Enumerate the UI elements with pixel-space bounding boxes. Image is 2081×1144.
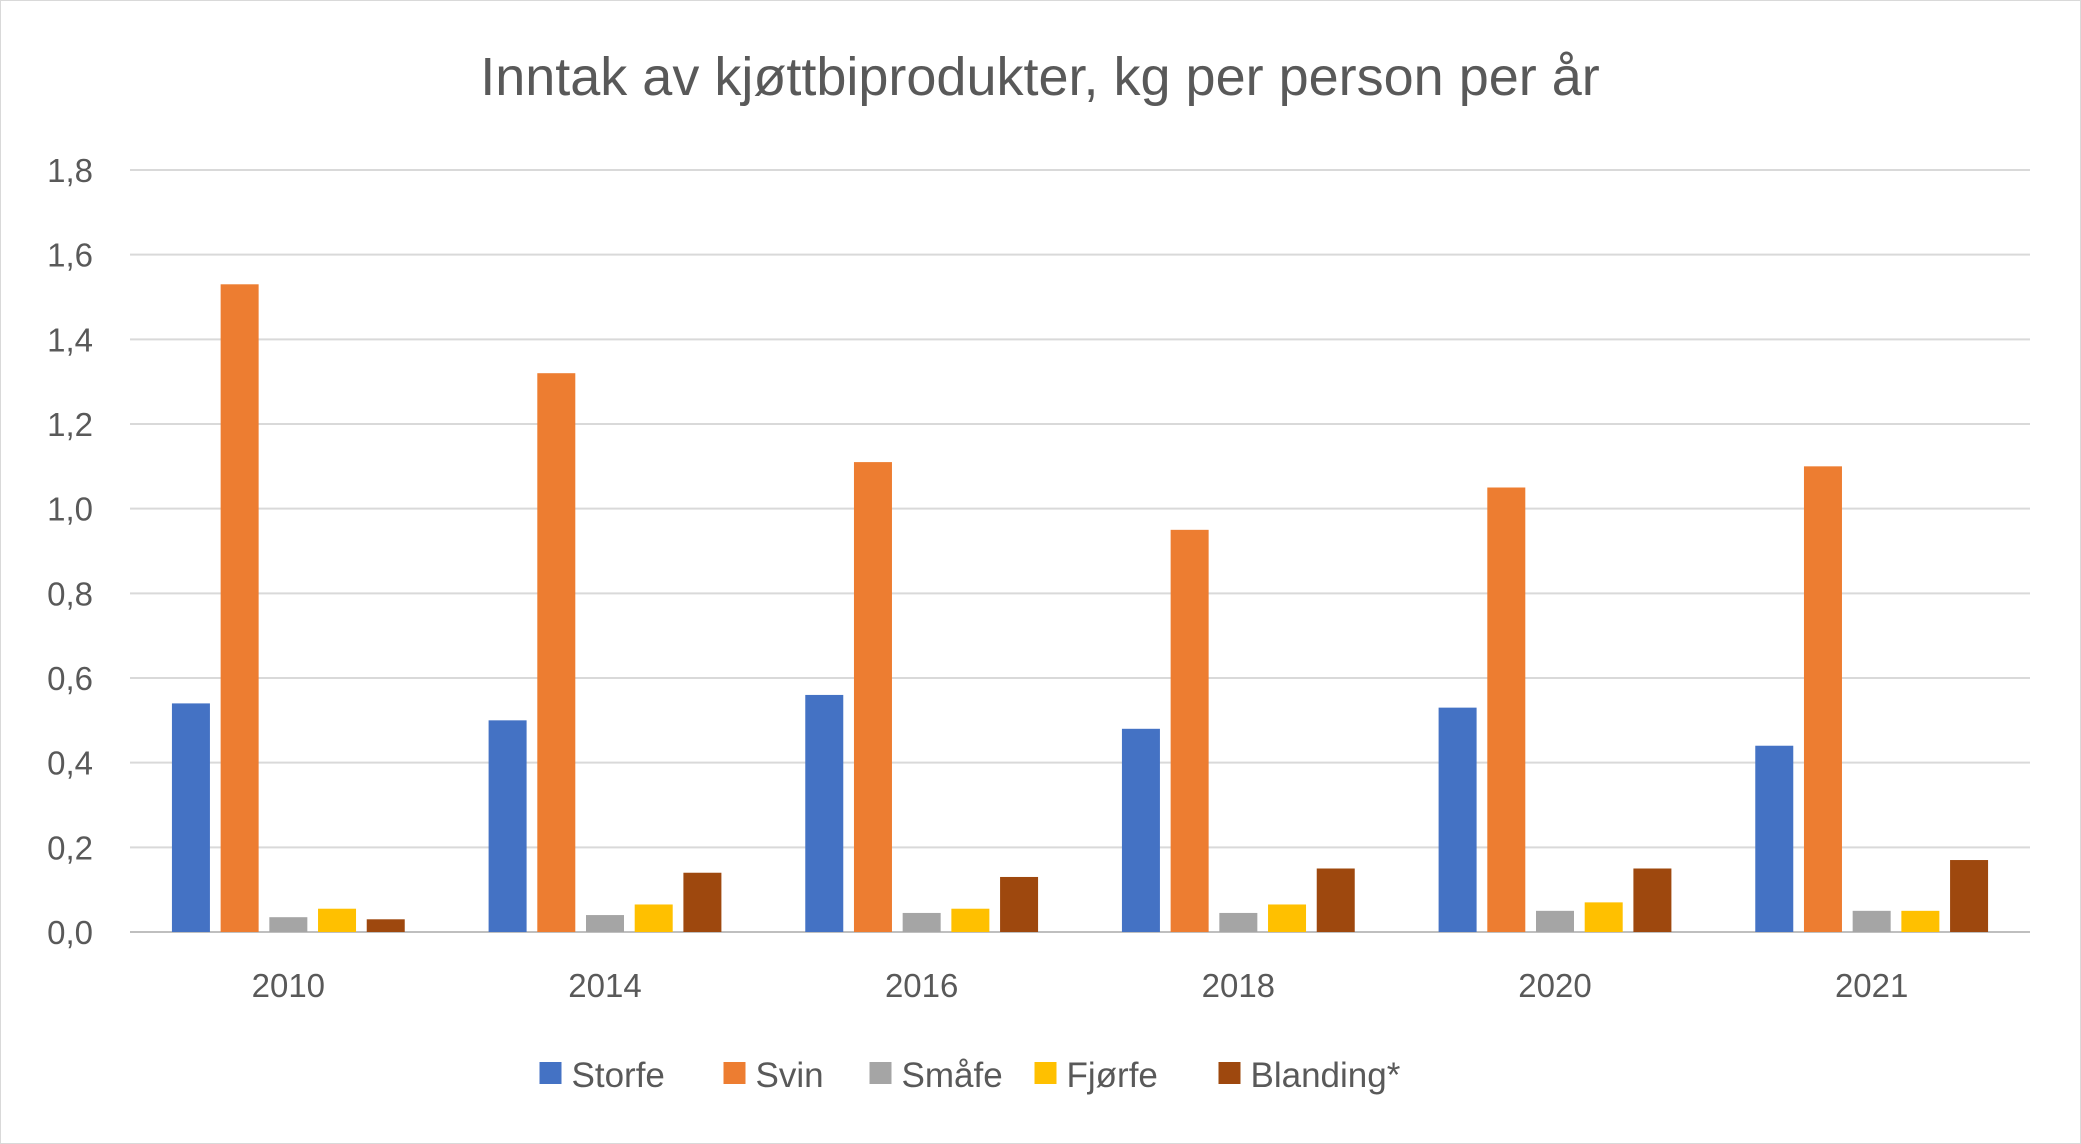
bar-svin-2020 (1487, 487, 1526, 932)
chart-title: Inntak av kjøttbiprodukter, kg per perso… (480, 47, 1600, 107)
bar-smfe-2014 (586, 915, 624, 932)
y-axis: 0,0 0,2 0,4 0,6 0,8 1,0 1,2 1,4 1,6 1,8 (47, 152, 93, 951)
legend-swatch (1218, 1062, 1241, 1084)
bar-storfe-2020 (1438, 707, 1477, 932)
legend-label: Svin (756, 1056, 824, 1095)
bar-blanding-2021 (1950, 860, 1989, 932)
legend-label: Fjørfe (1067, 1056, 1158, 1095)
y-tick-label: 0,4 (47, 745, 93, 782)
bar-smfe-2016 (902, 912, 941, 932)
bar-storfe-2018 (1121, 728, 1160, 932)
y-tick-label: 0,2 (47, 829, 93, 866)
bar-fjrfe-2010 (318, 908, 357, 932)
y-tick-label: 1,0 (47, 491, 93, 528)
x-tick-label: 2010 (252, 967, 325, 1004)
y-tick-label: 1,6 (47, 237, 93, 274)
bar-blanding-2018 (1316, 868, 1355, 932)
bar-svin-2021 (1803, 466, 1842, 932)
legend-label: Storfe (572, 1056, 665, 1095)
bar-blanding-2020 (1633, 868, 1672, 932)
bar-smfe-2021 (1852, 910, 1891, 932)
x-tick-label: 2021 (1835, 967, 1908, 1004)
bar-storfe-2021 (1755, 745, 1794, 932)
bar-storfe-2010 (171, 703, 210, 932)
bar-fjrfe-2016 (951, 908, 990, 932)
y-tick-label: 1,8 (47, 152, 93, 189)
y-tick-label: 0,0 (47, 914, 93, 951)
bar-smfe-2018 (1219, 912, 1258, 932)
y-tick-label: 0,8 (47, 575, 93, 612)
bar-fjrfe-2014 (634, 904, 673, 932)
x-axis: 2010 2014 2016 2018 2020 2021 (252, 967, 1909, 1004)
legend-swatch (539, 1062, 562, 1084)
x-tick-label: 2018 (1202, 967, 1275, 1004)
legend-swatch (1034, 1062, 1057, 1084)
bar-fjrfe-2020 (1584, 902, 1623, 932)
bar-svin-2014 (537, 373, 576, 932)
x-tick-label: 2016 (885, 967, 958, 1004)
legend-swatch (869, 1062, 892, 1084)
bar-smfe-2020 (1536, 910, 1574, 932)
legend-label: Blanding* (1251, 1056, 1401, 1095)
legend-label: Småfe (902, 1056, 1003, 1095)
bar-svin-2018 (1170, 529, 1209, 932)
bar-blanding-2016 (1000, 876, 1039, 932)
bar-svin-2010 (220, 284, 259, 932)
x-tick-label: 2014 (568, 967, 641, 1004)
bar-svin-2016 (853, 462, 892, 932)
x-tick-label: 2020 (1518, 967, 1591, 1004)
y-tick-label: 1,2 (47, 406, 93, 443)
bar-smfe-2010 (269, 917, 308, 932)
bars (171, 284, 1989, 932)
bar-storfe-2014 (488, 720, 527, 932)
bar-blanding-2014 (683, 872, 722, 932)
y-tick-label: 1,4 (47, 321, 93, 358)
gridlines (130, 169, 2030, 933)
legend-swatch (723, 1062, 746, 1084)
legend: Storfe Svin Småfe Fjørfe Blanding* (539, 1056, 1401, 1095)
bar-fjrfe-2021 (1901, 910, 1940, 932)
bar-blanding-2010 (366, 919, 405, 932)
bar-storfe-2016 (805, 694, 844, 932)
y-tick-label: 0,6 (47, 660, 93, 697)
bar-fjrfe-2018 (1268, 904, 1307, 932)
